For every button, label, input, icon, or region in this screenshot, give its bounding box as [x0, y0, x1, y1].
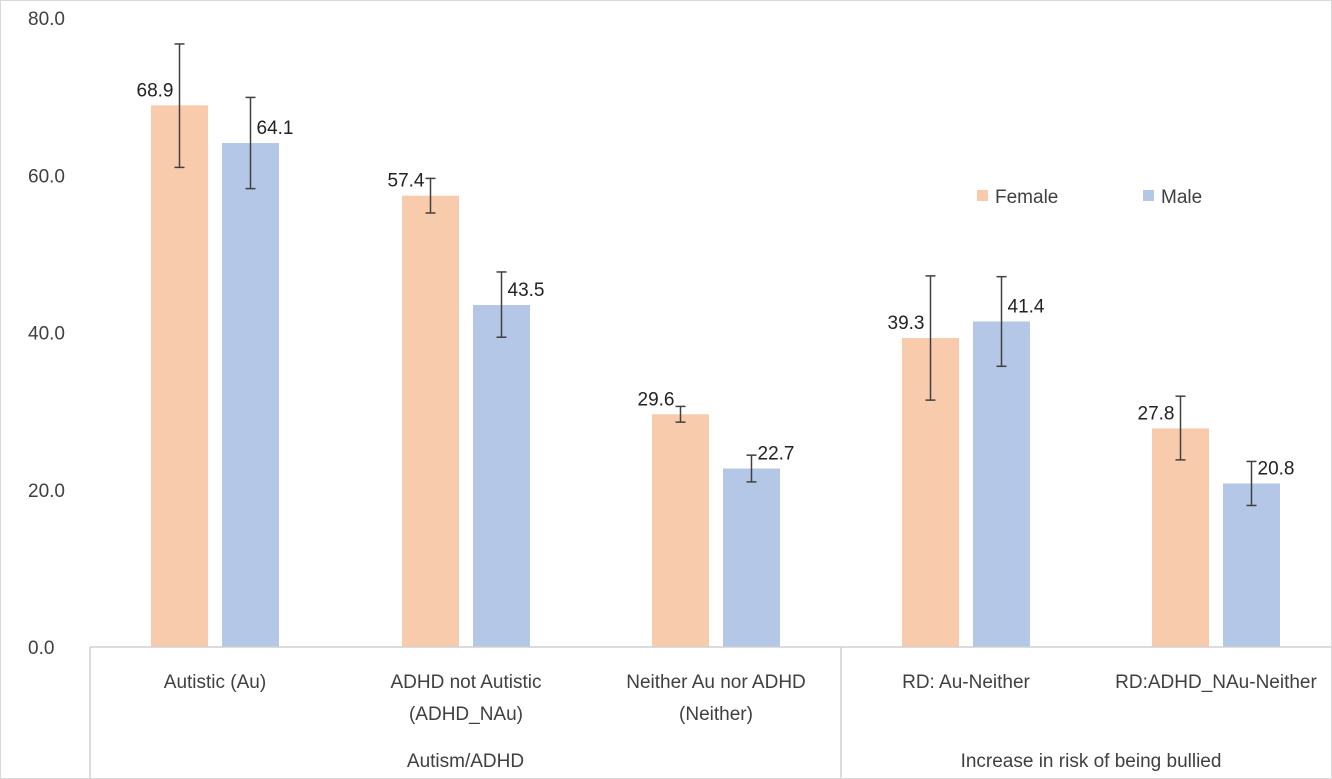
data-label: 27.8: [1138, 403, 1175, 424]
category-label: ADHD not Autistic: [391, 672, 542, 693]
category-label: RD:ADHD_NAu-Neither: [1115, 672, 1317, 693]
bar-female: [402, 195, 459, 647]
data-label: 39.3: [888, 313, 925, 334]
data-label: 43.5: [508, 280, 545, 301]
data-label: 20.8: [1258, 458, 1295, 479]
error-bar: [675, 405, 686, 423]
error-bar: [746, 454, 757, 483]
bar-male: [973, 321, 1030, 647]
category-label: (ADHD_NAu): [409, 704, 523, 725]
y-axis-ticks: 80.0 60.0 40.0 20.0 0.0: [28, 9, 65, 659]
data-label: 22.7: [758, 444, 795, 465]
legend-item-female: Female: [977, 187, 1058, 208]
bar-female: [1152, 428, 1209, 647]
category-labels: Autistic (Au) ADHD not Autistic (ADHD_NAu)…: [164, 672, 1318, 725]
error-bar: [174, 43, 185, 169]
error-bar: [496, 271, 507, 338]
data-label: 68.9: [137, 80, 174, 101]
legend-item-male: Male: [1143, 187, 1202, 208]
y-tick-label: 80.0: [28, 9, 65, 30]
error-bar: [425, 177, 436, 214]
data-labels: 68.9 57.4 29.6 39.3 27.8 64.1 43.5 22.7 41.4 20.8: [137, 80, 1295, 479]
category-label: RD: Au-Neither: [902, 672, 1030, 693]
y-tick-label: 40.0: [28, 324, 65, 345]
legend: Female Male: [977, 187, 1202, 208]
bar-male: [723, 468, 780, 647]
data-label: 29.6: [638, 389, 675, 410]
error-bar: [996, 275, 1007, 368]
error-bar: [1175, 395, 1186, 461]
data-label: 57.4: [388, 171, 425, 192]
error-bar: [925, 275, 936, 401]
bar-female: [151, 105, 208, 648]
group-label: Increase in risk of being bullied: [961, 751, 1222, 772]
legend-label: Female: [995, 187, 1058, 208]
bar-male: [473, 304, 530, 647]
y-tick-label: 0.0: [28, 638, 54, 659]
legend-label: Male: [1161, 187, 1202, 208]
legend-swatch: [977, 190, 988, 201]
data-label: 64.1: [257, 118, 294, 139]
category-label: Autistic (Au): [164, 672, 266, 693]
legend-swatch: [1143, 190, 1154, 201]
group-labels: Autism/ADHD Increase in risk of being bul…: [407, 751, 1222, 772]
y-tick-label: 20.0: [28, 481, 65, 502]
bars: [151, 105, 1280, 648]
data-label: 41.4: [1008, 296, 1045, 317]
error-bar: [245, 96, 256, 190]
y-tick-label: 60.0: [28, 166, 65, 187]
group-label: Autism/ADHD: [407, 751, 524, 772]
bar-male: [222, 143, 279, 648]
x-axis: [89, 646, 1332, 779]
error-bars: [174, 43, 1257, 507]
category-label: (Neither): [679, 704, 753, 725]
bar-female: [652, 414, 709, 647]
error-bar: [1246, 460, 1257, 507]
bar-male: [1223, 483, 1280, 647]
category-label: Neither Au nor ADHD: [626, 672, 806, 693]
